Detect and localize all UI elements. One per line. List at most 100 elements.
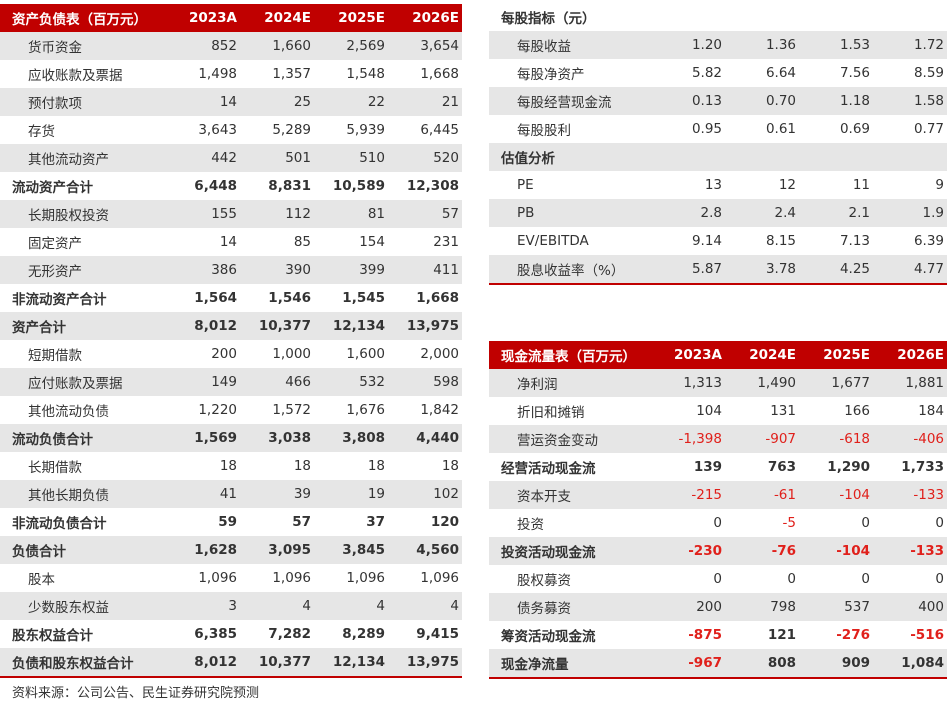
value-cell: 1,096 [198,570,237,586]
row-label: 非流动负债合计 [12,516,107,532]
value-cell: 13,975 [388,312,462,340]
value-cell: 14 [166,88,240,116]
value-cell: 2.8 [651,199,725,227]
value-cell: 37 [366,514,385,530]
value-cell: 0.70 [725,87,799,115]
value-cell: 4 [240,592,314,620]
value-cell: 10,377 [240,648,314,677]
value-cell: 1,668 [420,66,459,82]
row-label: 固定资产 [28,236,82,252]
header-cell: 2023A [651,341,725,369]
table-row: 每股股利 0.95 0.61 0.69 0.77 [489,115,947,143]
value-cell: 81 [314,200,388,228]
value-cell: 399 [314,256,388,284]
value-cell: 1.58 [873,87,947,115]
value-cell: 6,385 [194,626,237,642]
value-cell: 1,096 [272,570,311,586]
value-cell: 25 [240,88,314,116]
value-cell: 1,668 [416,290,459,306]
value-cell: 1,290 [827,459,870,475]
row-label: 股息收益率（%） [489,255,651,284]
value-cell: -276 [836,627,870,643]
row-label: 每股收益 [489,31,651,59]
value-cell: 1.72 [873,31,947,59]
table-row: 现金净流量 -967 808 909 1,084 [489,649,947,678]
header-cell: 2026E [388,4,462,32]
value-cell: 1,084 [873,649,947,678]
header-cell: 2024E [240,4,314,32]
value-cell: 6.39 [913,233,944,249]
value-cell: 1,733 [901,459,944,475]
value-cell: 4.77 [873,255,947,284]
value-cell: -967 [651,649,725,678]
row-label: 负债合计 [0,536,166,564]
row-label: 负债和股东权益合计 [0,648,166,677]
value-cell: -133 [873,481,947,509]
value-cell: 149 [166,368,240,396]
value-cell: -1,398 [651,425,725,453]
value-cell: 3,808 [314,424,388,452]
table-row: 存货 3,643 5,289 5,939 6,445 [0,116,462,144]
value-cell: 3,643 [198,122,237,138]
value-cell: 4 [314,592,388,620]
table-row: 其他长期负债 41 39 19 102 [0,480,462,508]
value-cell: 39 [240,480,314,508]
table-row: 股东权益合计 6,385 7,282 8,289 9,415 [0,620,462,648]
value-cell: 1,498 [198,66,237,82]
value-cell: 1.36 [725,31,799,59]
row-label: 长期股权投资 [0,200,166,228]
value-cell: 0.77 [913,121,944,137]
value-cell: 411 [388,256,462,284]
value-cell: 390 [240,256,314,284]
row-label: 现金净流量 [489,649,651,678]
table-row: 筹资活动现金流 -875 121 -276 -516 [489,621,947,649]
value-cell: -406 [873,425,947,453]
row-label: 资本开支 [489,481,651,509]
table-row: 投资活动现金流 -230 -76 -104 -133 [489,537,947,565]
row-label: 估值分析 [489,143,651,171]
value-cell: 13 [704,177,722,193]
table-row: 流动资产合计 6,448 8,831 10,589 12,308 [0,172,462,200]
value-cell: -516 [910,627,944,643]
value-cell: 909 [799,649,873,678]
table-row: 现金流量表（百万元） 2023A 2024E 2025E 2026E [489,341,947,369]
value-cell: 200 [211,346,237,362]
value-cell: 154 [359,234,385,250]
value-cell: 18 [219,458,237,474]
value-cell: 2,569 [314,32,388,60]
value-cell: 0 [713,571,722,587]
row-label: 营运资金变动 [489,425,651,453]
value-cell: 1,357 [272,66,311,82]
value-cell: 139 [693,459,722,475]
value-cell: 5.82 [691,65,722,81]
table-row: 应收账款及票据 1,498 1,357 1,548 1,668 [0,60,462,88]
row-label: 股本 [28,572,55,588]
value-cell: 0.13 [651,87,725,115]
table-row: 投资 0 -5 0 0 [489,509,947,537]
table-row: 资产合计 8,012 10,377 12,134 13,975 [0,312,462,340]
table-row: 非流动负债合计 59 57 37 120 [0,508,462,536]
table-row: 短期借款 200 1,000 1,600 2,000 [0,340,462,368]
table-row: 应付账款及票据 149 466 532 598 [0,368,462,396]
per-share-table: 每股指标（元） 每股收益 1.20 1.36 1.53 1.72 每股净资产 5.82 6.64… [489,3,947,285]
value-cell: 1,677 [799,369,873,397]
value-cell: 1,600 [346,346,385,362]
value-cell: 0 [787,571,796,587]
cash-flow-table: 现金流量表（百万元） 2023A 2024E 2025E 2026E 净利润 1,313 1,… [489,341,947,679]
value-cell: 57 [292,514,311,530]
table-row: 每股经营现金流 0.13 0.70 1.18 1.58 [489,87,947,115]
value-cell: 3,845 [314,536,388,564]
value-cell: 1.9 [873,199,947,227]
table-row: EV/EBITDA 9.14 8.15 7.13 6.39 [489,227,947,255]
value-cell: 14 [219,234,237,250]
value-cell: 798 [725,593,799,621]
value-cell: 0.69 [839,121,870,137]
value-cell: 0 [861,571,870,587]
value-cell: 8,012 [166,648,240,677]
value-cell: 12,308 [406,178,459,194]
value-cell: 2.4 [725,199,799,227]
value-cell: -5 [782,515,796,531]
value-cell: 0.95 [691,121,722,137]
value-cell: 1,546 [268,290,311,306]
value-cell: 466 [240,368,314,396]
